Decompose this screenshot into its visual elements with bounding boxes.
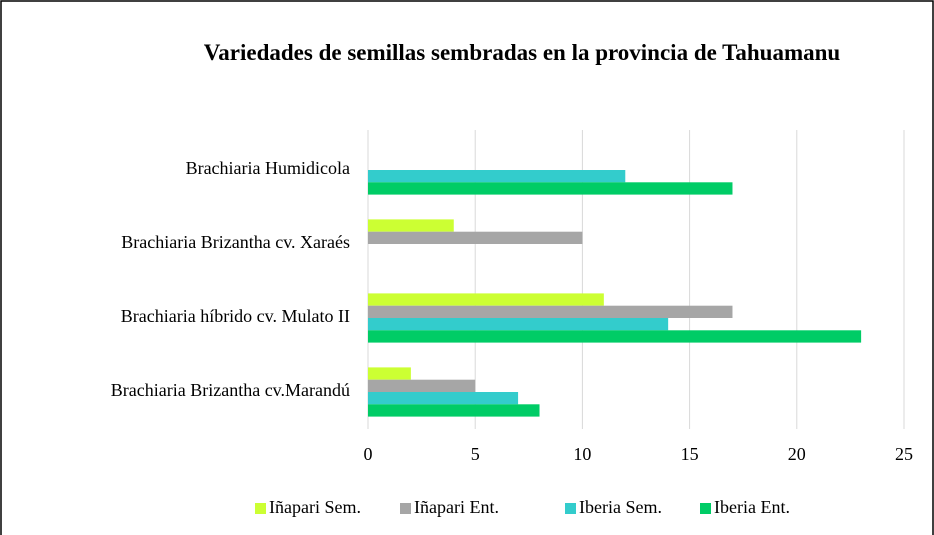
x-tick-label: 0	[364, 444, 373, 464]
y-tick-label: Brachiaria Brizantha cv. Xaraés	[121, 232, 350, 252]
legend-label: Iñapari Ent.	[414, 497, 499, 517]
chart-title: Variedades de semillas sembradas en la p…	[203, 40, 841, 65]
x-tick-label: 15	[681, 444, 699, 464]
bar	[368, 293, 604, 306]
legend-swatch	[400, 503, 411, 514]
bar	[368, 392, 519, 405]
legend-swatch	[255, 503, 266, 514]
y-tick-label: Brachiaria Humidicola	[186, 158, 350, 178]
bar	[368, 170, 626, 183]
bar	[368, 182, 733, 195]
x-tick-label: 20	[788, 444, 806, 464]
legend-label: Iberia Ent.	[714, 497, 790, 517]
bar	[368, 231, 583, 244]
legend-swatch	[700, 503, 711, 514]
bar	[368, 404, 540, 417]
x-tick-label: 5	[471, 444, 480, 464]
bar	[368, 305, 733, 318]
x-tick-label: 25	[895, 444, 913, 464]
x-tick-label: 10	[573, 444, 591, 464]
y-tick-label: Brachiaria Brizantha cv.Marandú	[111, 380, 350, 400]
bar	[368, 219, 454, 232]
bar	[368, 379, 476, 392]
y-tick-label: Brachiaria híbrido cv. Mulato II	[121, 306, 350, 326]
bar	[368, 330, 862, 343]
bar	[368, 367, 411, 380]
legend-label: Iberia Sem.	[579, 497, 662, 517]
legend-label: Iñapari Sem.	[269, 497, 361, 517]
legend-swatch	[565, 503, 576, 514]
bar	[368, 318, 669, 331]
